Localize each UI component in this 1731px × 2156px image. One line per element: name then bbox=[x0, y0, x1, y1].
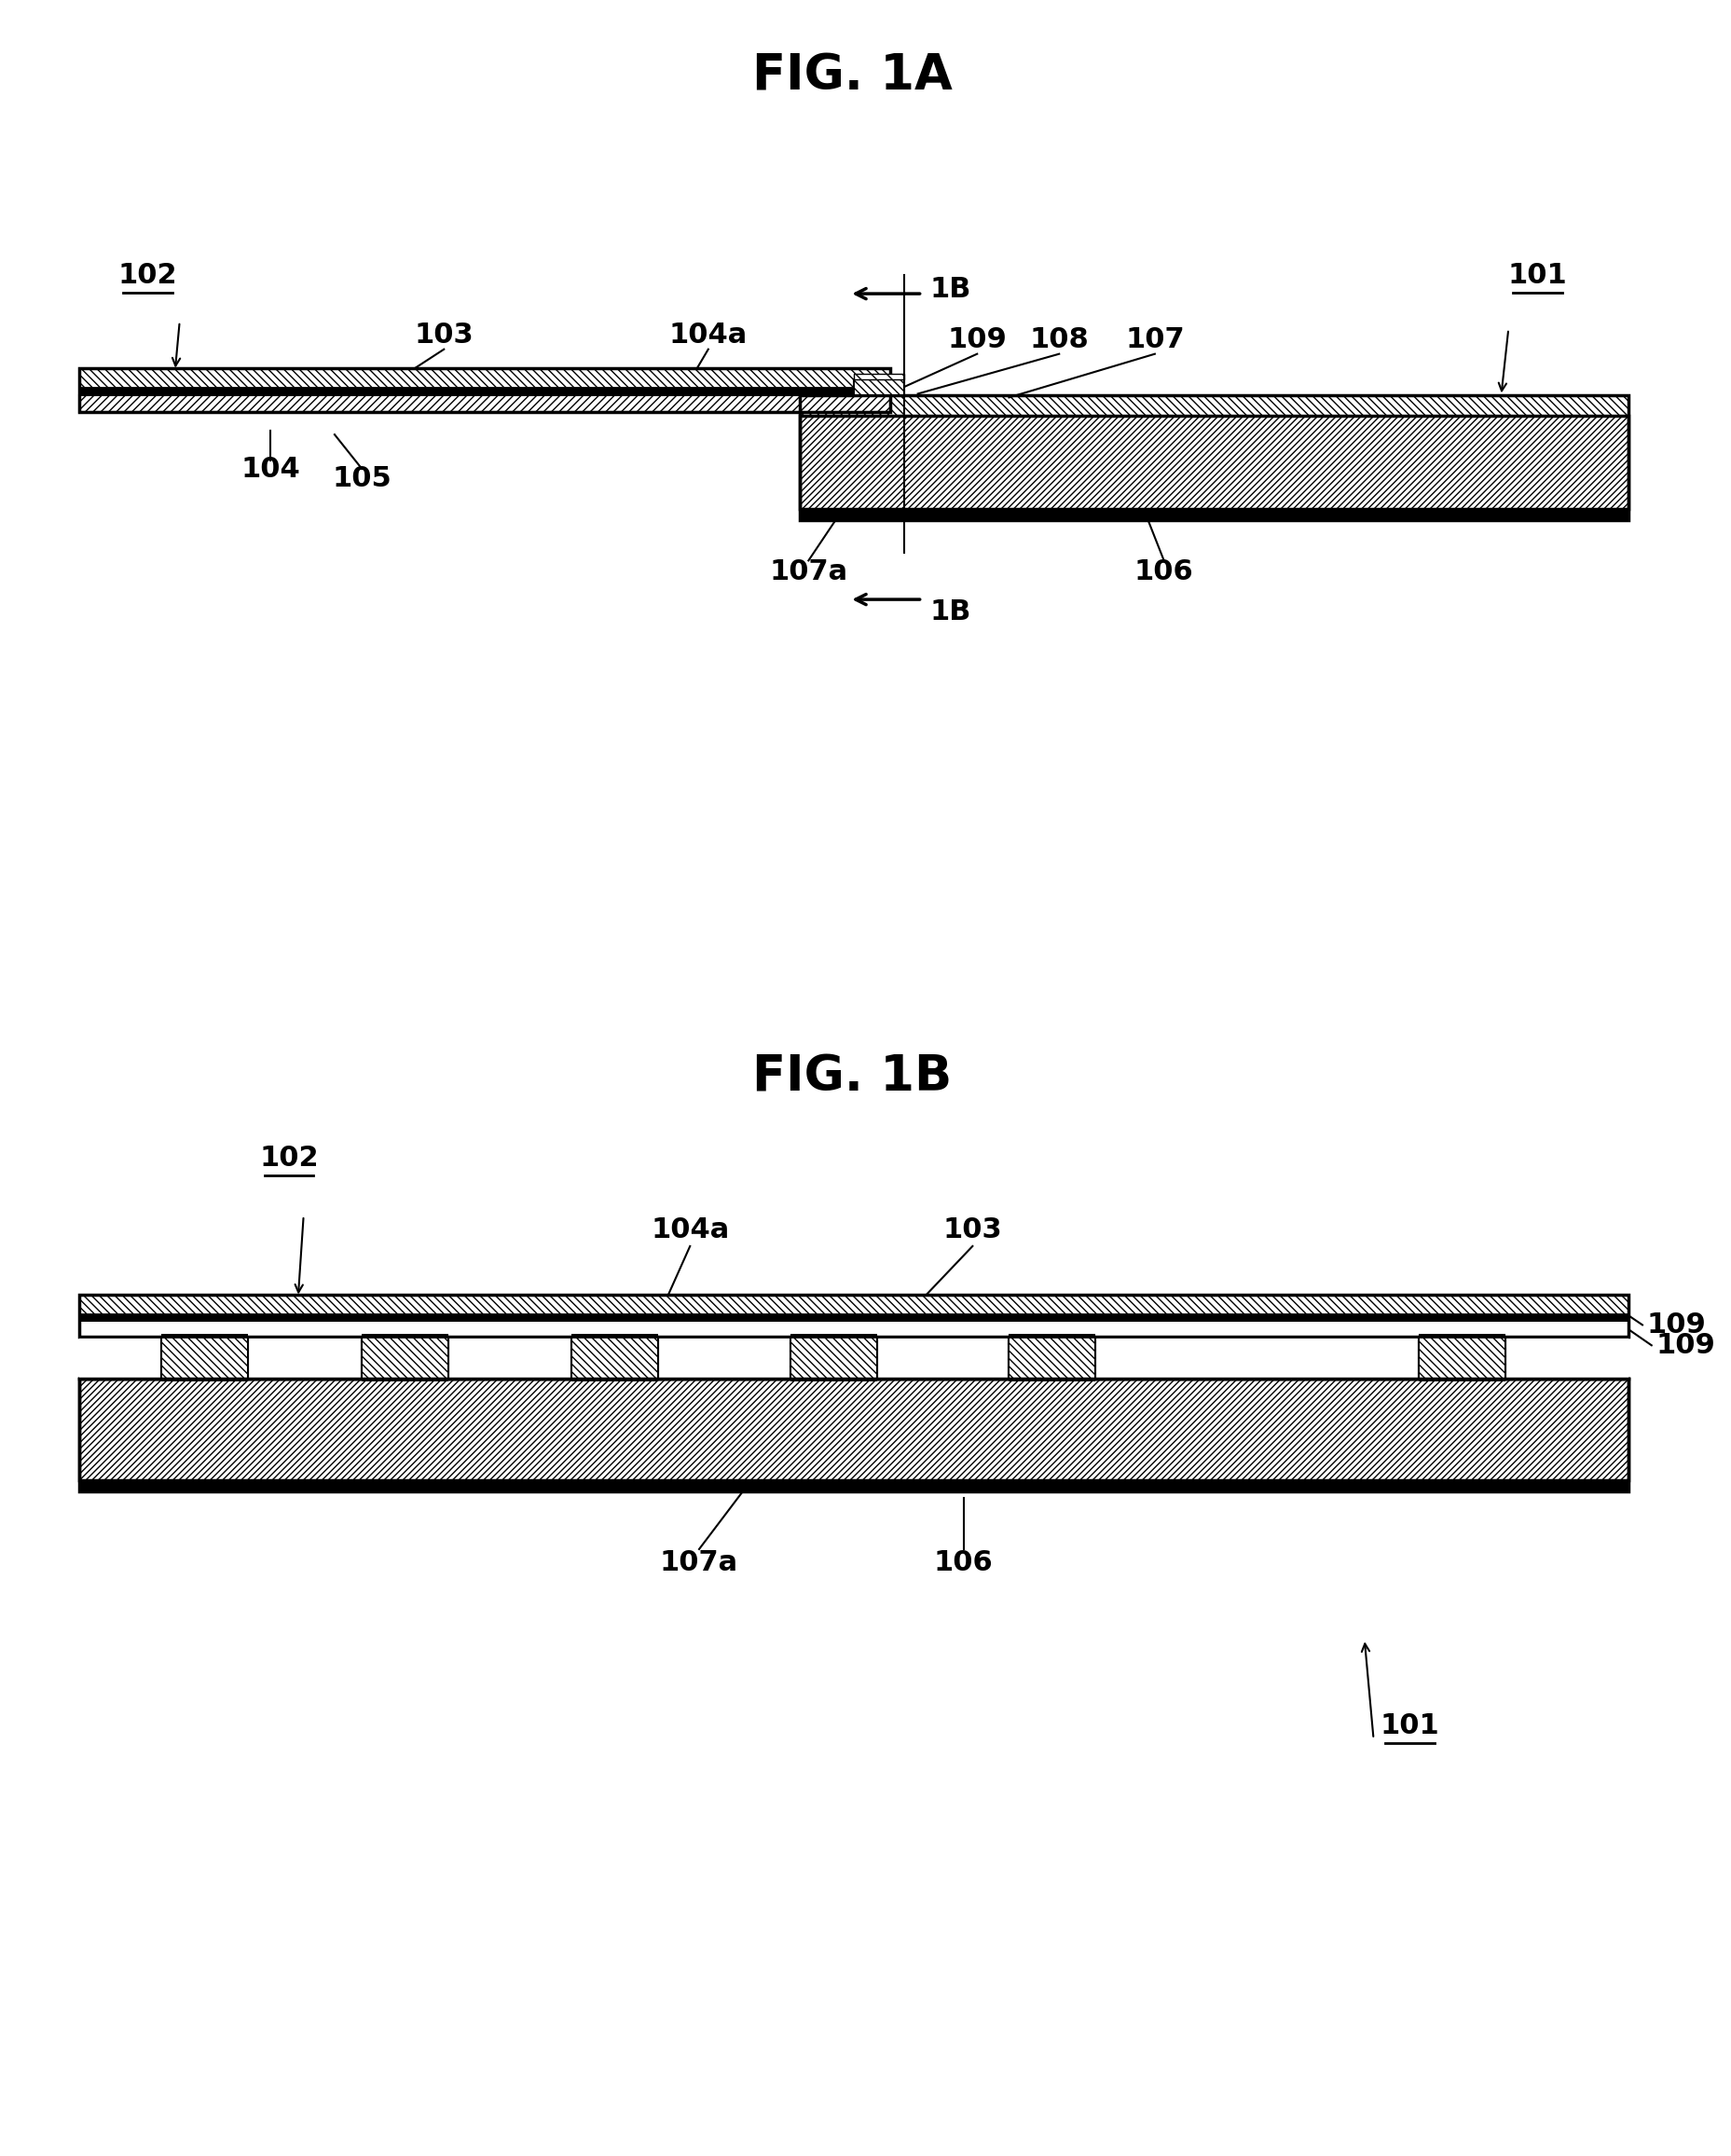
Bar bbox=[853, 373, 904, 379]
Bar bbox=[80, 388, 890, 395]
Text: 102: 102 bbox=[118, 263, 177, 289]
Text: 106: 106 bbox=[933, 1550, 994, 1576]
Bar bbox=[80, 369, 890, 388]
Bar bbox=[80, 395, 890, 412]
Bar bbox=[1009, 1378, 1096, 1382]
Bar bbox=[362, 1337, 448, 1378]
Bar bbox=[791, 1335, 878, 1339]
Text: 105: 105 bbox=[332, 466, 391, 492]
Bar bbox=[1419, 1337, 1506, 1378]
Bar bbox=[1009, 1337, 1096, 1378]
Bar bbox=[791, 1337, 878, 1378]
Bar bbox=[161, 1337, 248, 1378]
Bar bbox=[1419, 1337, 1506, 1378]
Text: 109: 109 bbox=[1657, 1332, 1715, 1358]
Text: 109: 109 bbox=[1646, 1311, 1707, 1339]
Text: 101: 101 bbox=[1508, 263, 1567, 289]
Bar bbox=[1419, 1335, 1506, 1339]
Text: 104a: 104a bbox=[668, 321, 748, 349]
Text: 107a: 107a bbox=[769, 558, 848, 584]
Text: FIG. 1A: FIG. 1A bbox=[751, 52, 952, 99]
Bar bbox=[571, 1378, 658, 1382]
Bar bbox=[80, 1481, 1629, 1492]
Text: 101: 101 bbox=[1380, 1712, 1440, 1740]
Bar bbox=[800, 395, 1629, 416]
Text: 107: 107 bbox=[1125, 326, 1184, 354]
Text: 1B: 1B bbox=[930, 276, 971, 302]
Text: 104: 104 bbox=[241, 457, 301, 483]
Bar bbox=[800, 509, 1629, 520]
Bar bbox=[362, 1378, 448, 1382]
Text: 107a: 107a bbox=[660, 1550, 739, 1576]
Bar bbox=[791, 1337, 878, 1378]
Text: 109: 109 bbox=[947, 326, 1007, 354]
Bar bbox=[571, 1335, 658, 1339]
Bar bbox=[80, 1315, 1629, 1322]
Text: 104a: 104a bbox=[651, 1216, 729, 1244]
Bar bbox=[800, 416, 1629, 509]
Bar bbox=[80, 1378, 1629, 1481]
Text: 108: 108 bbox=[1030, 326, 1089, 354]
Bar bbox=[362, 1335, 448, 1339]
Bar bbox=[80, 1337, 1629, 1378]
Bar bbox=[853, 373, 904, 379]
Text: 103: 103 bbox=[414, 321, 474, 349]
Bar bbox=[571, 1337, 658, 1378]
Bar bbox=[161, 1335, 248, 1339]
Text: 1B: 1B bbox=[930, 597, 971, 625]
Bar bbox=[800, 395, 1629, 520]
Bar bbox=[571, 1337, 658, 1378]
Bar bbox=[853, 379, 904, 395]
Bar bbox=[80, 1294, 1629, 1315]
Bar bbox=[80, 1294, 1629, 1337]
Bar bbox=[161, 1378, 248, 1382]
Bar bbox=[1009, 1337, 1096, 1378]
Text: FIG. 1B: FIG. 1B bbox=[753, 1052, 952, 1102]
Bar bbox=[1419, 1378, 1506, 1382]
Text: 102: 102 bbox=[260, 1145, 319, 1173]
Bar bbox=[362, 1337, 448, 1378]
Bar bbox=[80, 1378, 1629, 1492]
Bar bbox=[1009, 1335, 1096, 1339]
Bar bbox=[791, 1378, 878, 1382]
Bar bbox=[161, 1337, 248, 1378]
Bar bbox=[80, 1322, 1629, 1337]
Text: 106: 106 bbox=[1134, 558, 1194, 584]
Text: 103: 103 bbox=[943, 1216, 1002, 1244]
Bar bbox=[80, 369, 890, 412]
